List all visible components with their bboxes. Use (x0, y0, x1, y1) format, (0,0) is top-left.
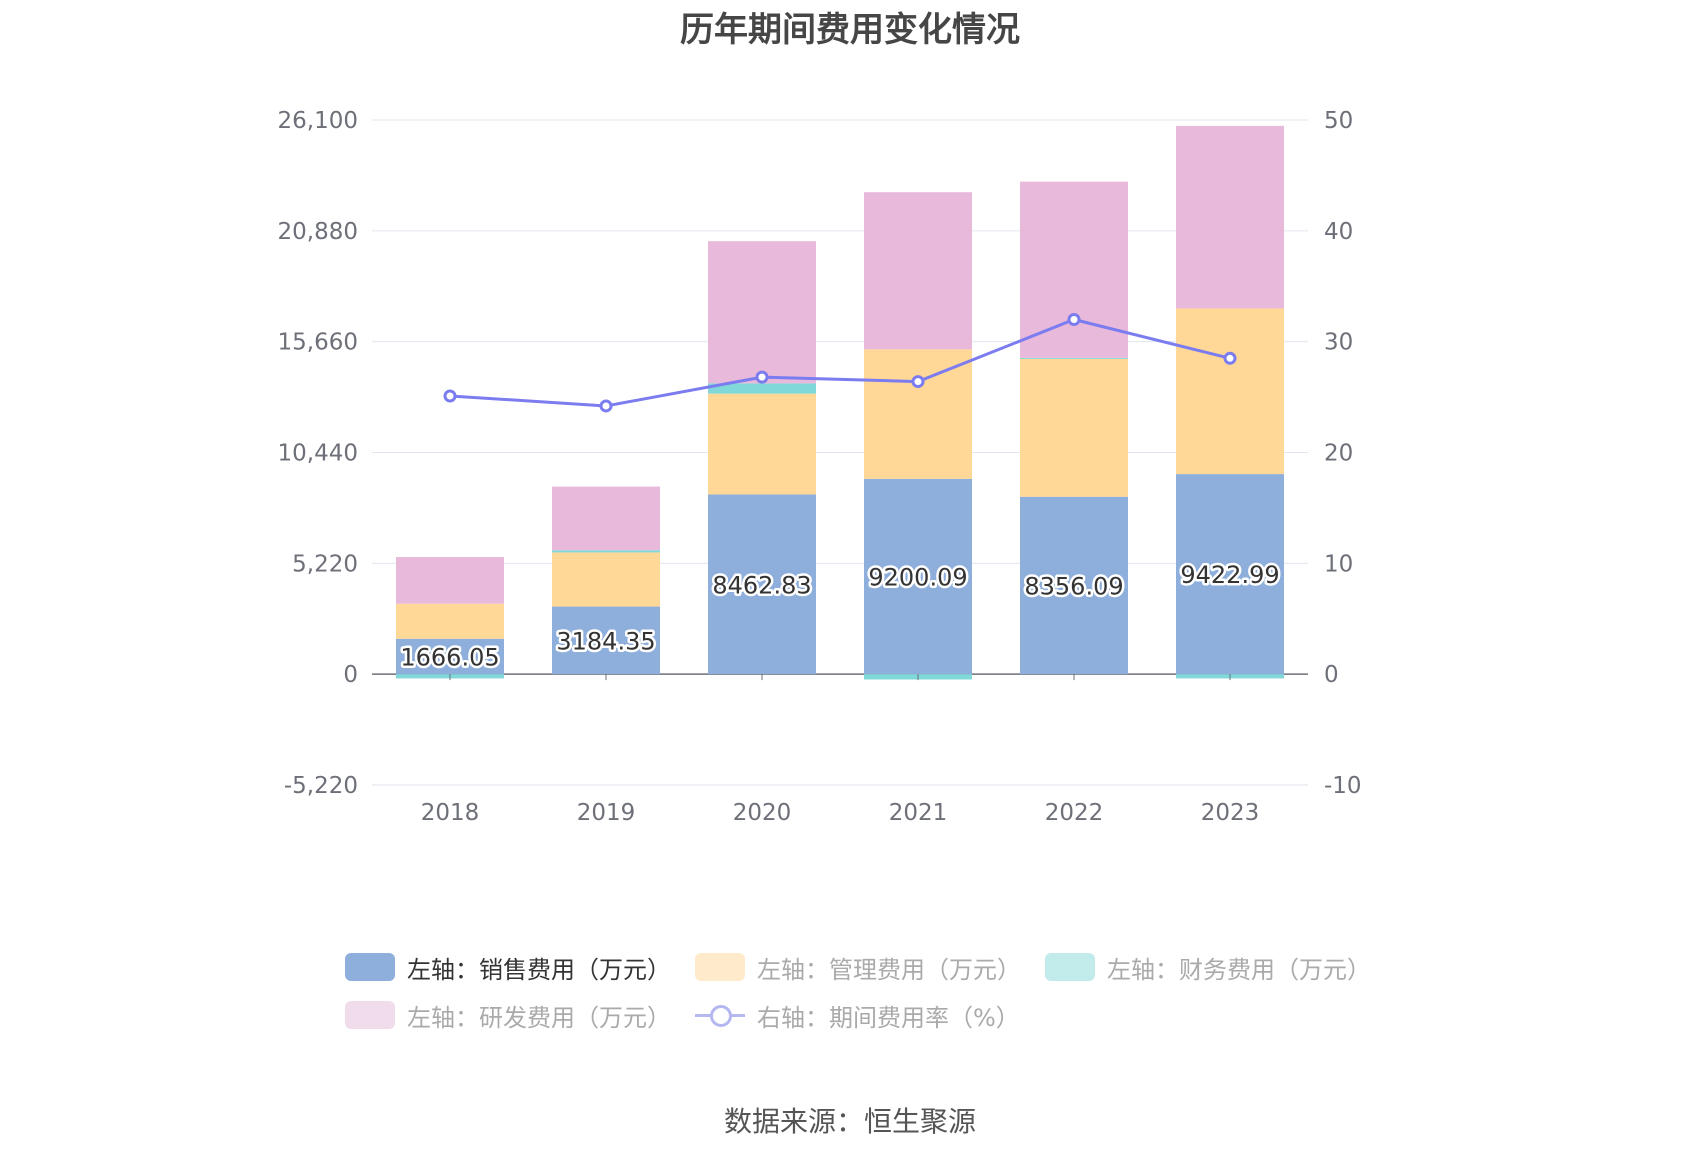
x-tick-label: 2018 (421, 800, 480, 826)
x-tick-label: 2023 (1201, 800, 1260, 826)
right-tick-label: 0 (1324, 662, 1339, 688)
right-axis-ticks: -10 0 10 20 30 40 50 (1324, 108, 1362, 799)
rate-point-2020 (755, 370, 769, 384)
legend-swatch (695, 953, 745, 981)
bar-segment-2020-s2 (708, 383, 816, 394)
bar-segment-2021-s1 (864, 349, 972, 479)
bar-segment-2021-s0 (864, 478, 972, 675)
legend-item[interactable]: 左轴：销售费用（万元） (345, 950, 671, 984)
legend-item[interactable]: 左轴：财务费用（万元） (1045, 950, 1371, 984)
legend-label: 左轴：财务费用（万元） (1107, 955, 1371, 984)
left-tick-label: 26,100 (278, 108, 358, 134)
chart-title: 历年期间费用变化情况 (680, 10, 1020, 50)
bar-segment-2022-s3 (1020, 181, 1128, 358)
x-tick-label: 2020 (733, 800, 792, 826)
bar-segment-2018-s3 (396, 557, 504, 604)
bar-segment-2019-s3 (552, 486, 660, 551)
left-tick-label: -5,220 (284, 773, 358, 799)
bar-segment-2020-s3 (708, 241, 816, 384)
bar-segment-2020-s1 (708, 393, 816, 495)
bar-segment-2019-s2 (552, 550, 660, 553)
legend-item[interactable]: 右轴：期间费用率（%） (695, 998, 1020, 1032)
right-tick-label: 50 (1324, 108, 1353, 134)
left-tick-label: 15,660 (278, 330, 358, 356)
bar-segment-2022-s2 (1020, 357, 1128, 359)
legend-label: 左轴：销售费用（万元） (407, 955, 671, 984)
right-tick-label: 20 (1324, 441, 1353, 467)
bar-segment-2020-s0 (708, 494, 816, 675)
bar-value-label: 8356.09 (1024, 572, 1123, 600)
gridlines (372, 119, 1308, 786)
legend-swatch (345, 953, 395, 981)
right-tick-label: -10 (1324, 773, 1362, 799)
legend-item[interactable]: 左轴：管理费用（万元） (695, 950, 1021, 984)
left-tick-label: 20,880 (278, 219, 358, 245)
bar-value-label: 8462.83 (712, 571, 811, 599)
left-tick-label: 10,440 (278, 441, 358, 467)
x-tick-label: 2022 (1045, 800, 1104, 826)
bar-segment-2019-s0 (552, 606, 660, 675)
rate-point-2023 (1223, 351, 1237, 365)
legend-label: 左轴：管理费用（万元） (757, 955, 1021, 984)
right-tick-label: 40 (1324, 219, 1353, 245)
left-tick-label: 5,220 (292, 551, 358, 577)
right-tick-label: 10 (1324, 551, 1353, 577)
bar-value-label: 9200.09 (868, 563, 967, 591)
bar-segment-2019-s1 (552, 552, 660, 607)
legend-item[interactable]: 左轴：研发费用（万元） (345, 998, 671, 1032)
rate-point-2021 (911, 375, 925, 389)
x-tick-label: 2021 (889, 800, 948, 826)
bar-segment-2022-s0 (1020, 496, 1128, 675)
bar-value-label: 9422.99 (1180, 561, 1279, 589)
x-axis: 2018 2019 2020 2021 2022 2023 (421, 674, 1260, 826)
rate-point-2022 (1067, 313, 1081, 326)
bar-segment-2018-s1 (396, 603, 504, 639)
right-tick-label: 30 (1324, 330, 1353, 356)
legend-swatch (695, 1001, 745, 1029)
expense-rate-line (443, 313, 1237, 413)
bar-segment-2023-s1 (1176, 308, 1284, 475)
rate-line (449, 317, 1231, 408)
bars (396, 125, 1284, 680)
left-axis-ticks: -5,220 0 5,220 10,440 15,660 20,880 26,100 (278, 108, 358, 799)
bar-segment-2023-s3 (1176, 125, 1284, 309)
bar-labels: 1666.05 3184.35 8462.83 9200.09 8356.09 9422.… (398, 559, 1282, 674)
data-source: 数据来源：恒生聚源 (723, 1105, 976, 1138)
bar-value-label: 1666.05 (400, 643, 499, 671)
rate-point-2019 (599, 399, 613, 413)
legend-swatch (1045, 953, 1095, 981)
bar-value-label: 3184.35 (556, 627, 655, 655)
legend-label: 右轴：期间费用率（%） (757, 1003, 1020, 1032)
legend-swatch (345, 1001, 395, 1029)
legend-label: 左轴：研发费用（万元） (407, 1003, 671, 1032)
bar-segment-2022-s1 (1020, 358, 1128, 497)
x-tick-label: 2019 (577, 800, 636, 826)
bar-segment-2018-s0 (396, 638, 504, 675)
rate-point-2018 (443, 389, 457, 403)
bar-segment-2021-s3 (864, 192, 972, 350)
bar-segment-2023-s0 (1176, 474, 1284, 675)
left-tick-label: 0 (343, 662, 358, 688)
